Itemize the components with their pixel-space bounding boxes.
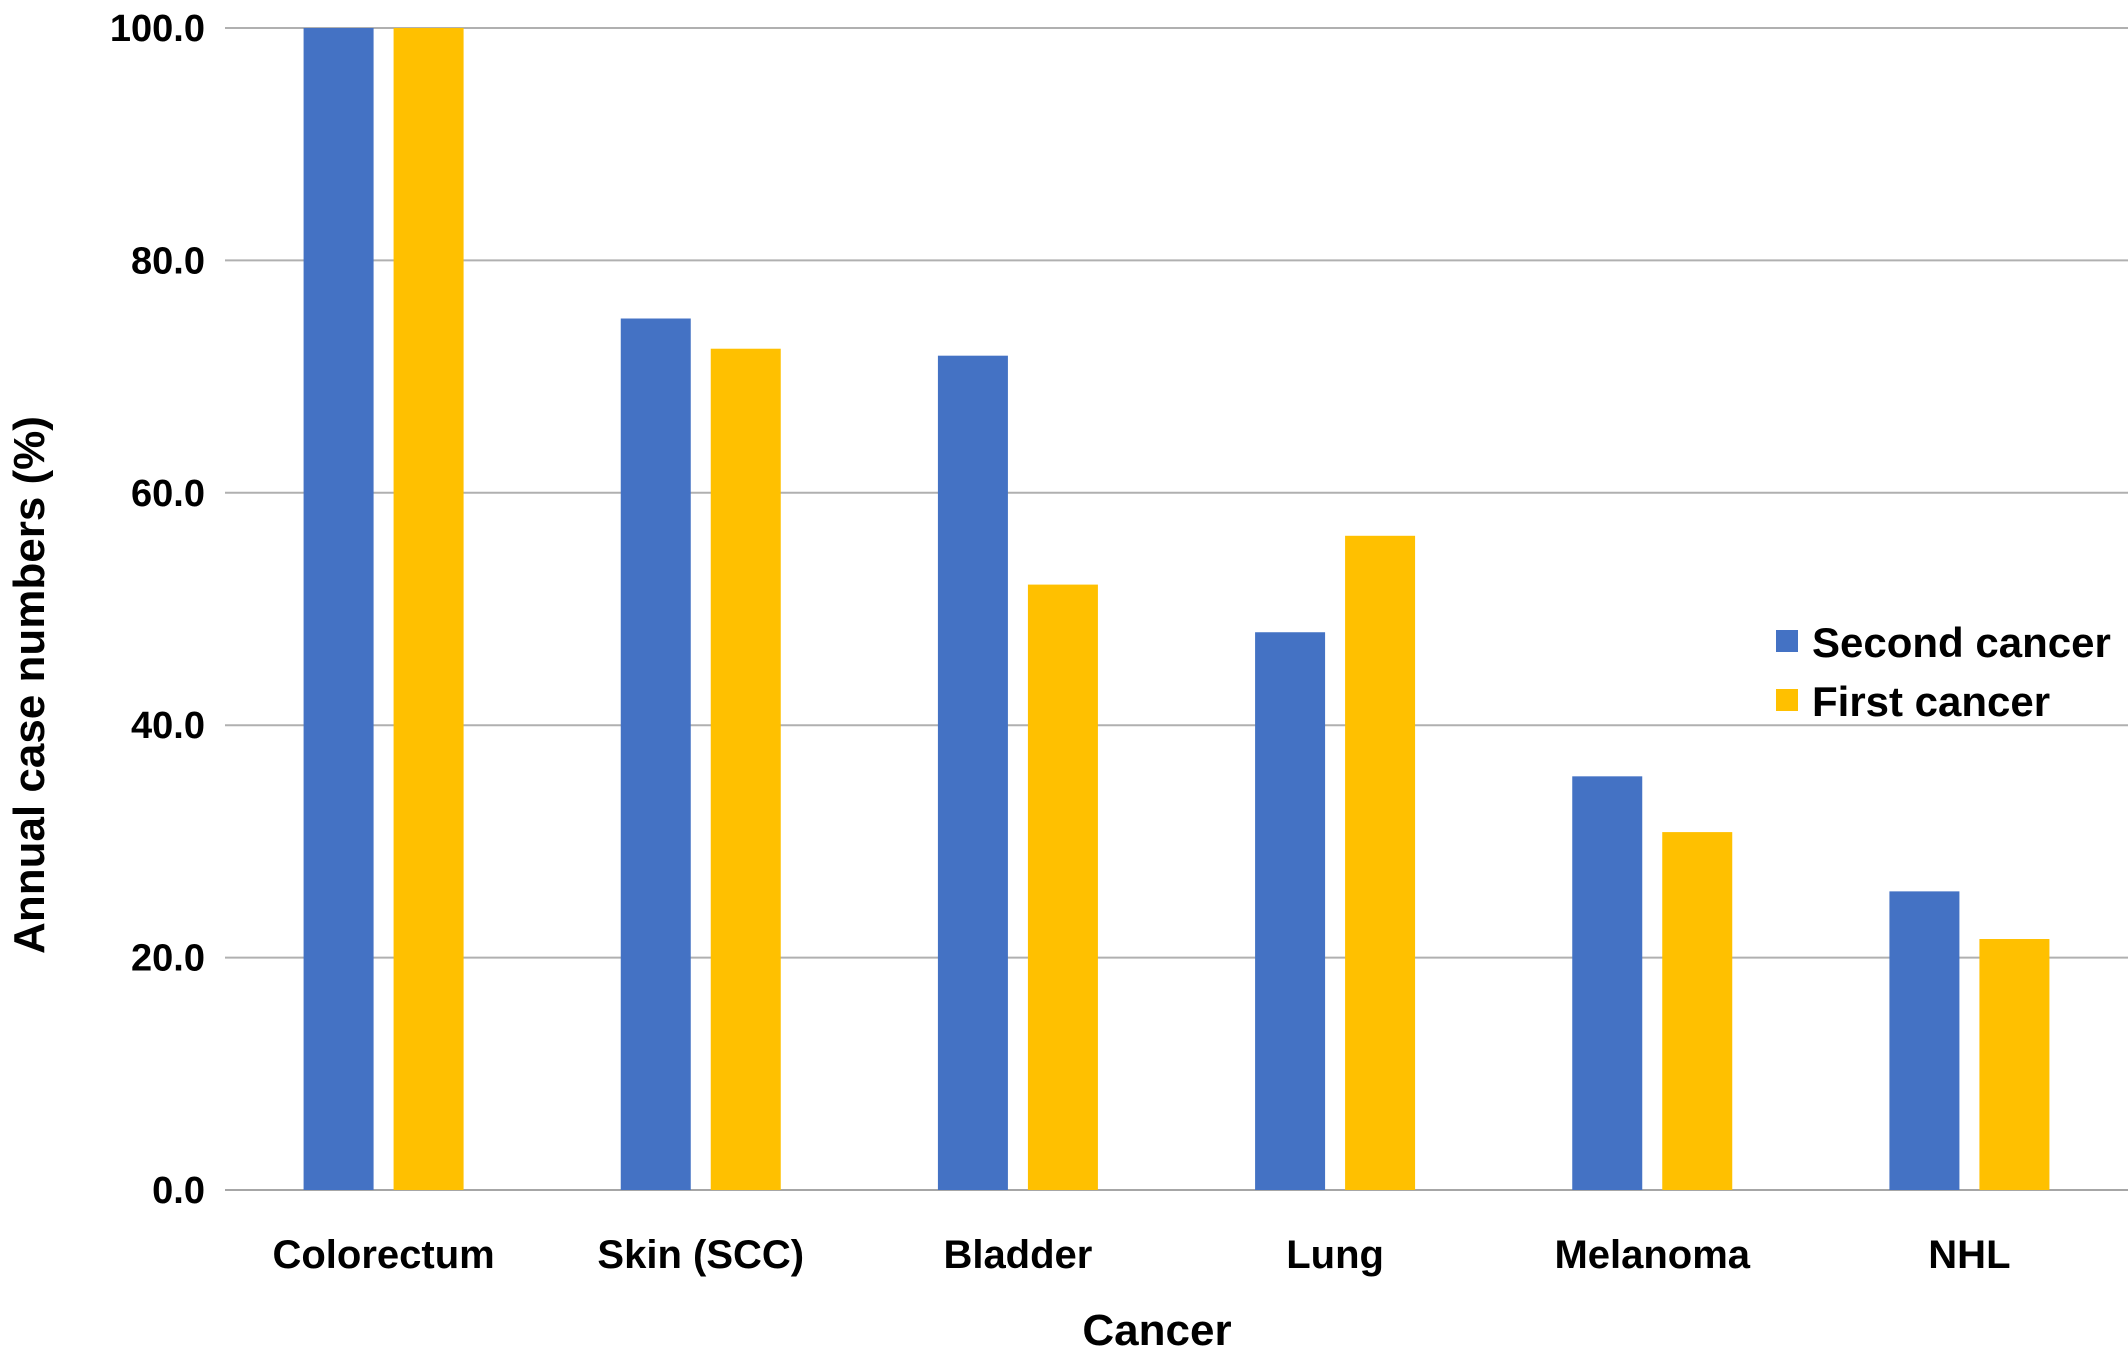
x-category-label: NHL (1928, 1233, 2010, 1277)
bar-first-cancer-nhl (1979, 939, 2050, 1190)
x-axis-title: Cancer (1082, 1306, 1231, 1355)
legend-swatch-second-cancer (1776, 630, 1798, 652)
legend-label-first-cancer: First cancer (1812, 678, 2050, 725)
y-tick-label: 100.0 (110, 8, 205, 50)
y-tick-label: 40.0 (131, 705, 205, 747)
bar-second-cancer-bladder (937, 355, 1008, 1191)
legend-label-second-cancer: Second cancer (1812, 619, 2111, 666)
y-tick-label: 60.0 (131, 473, 205, 515)
bar-first-cancer-lung (1345, 535, 1416, 1190)
bar-first-cancer-melanoma (1662, 832, 1733, 1190)
y-tick-label: 80.0 (131, 240, 205, 282)
x-category-label: Lung (1286, 1233, 1384, 1277)
gridlines (225, 27, 2128, 1191)
bar-second-cancer-lung (1255, 632, 1326, 1190)
bar-first-cancer-bladder (1027, 584, 1098, 1190)
y-axis-title: Annual case numbers (%) (5, 416, 54, 954)
x-axis-categories: Colorectum Skin (SCC) Bladder Lung Melanoma N… (272, 1233, 2010, 1277)
y-tick-label: 20.0 (131, 938, 205, 980)
bar-second-cancer-melanoma (1572, 776, 1643, 1190)
bar-second-cancer-skin-scc (620, 318, 691, 1190)
bar-first-cancer-colorectum (393, 28, 464, 1190)
legend: Second cancer First cancer (1776, 619, 2111, 725)
x-category-label: Skin (SCC) (597, 1233, 804, 1277)
x-category-label: Bladder (943, 1233, 1092, 1277)
x-category-label: Colorectum (272, 1233, 494, 1277)
x-category-label: Melanoma (1554, 1233, 1750, 1277)
bar-first-cancer-skin-scc (710, 348, 781, 1190)
legend-swatch-first-cancer (1776, 689, 1798, 711)
bar-second-cancer-nhl (1889, 891, 1960, 1190)
y-tick-label: 0.0 (152, 1170, 205, 1212)
bar-second-cancer-colorectum (303, 28, 374, 1190)
y-axis-ticks: 0.0 20.0 40.0 60.0 80.0 100.0 (110, 8, 205, 1212)
bars (303, 28, 2050, 1191)
